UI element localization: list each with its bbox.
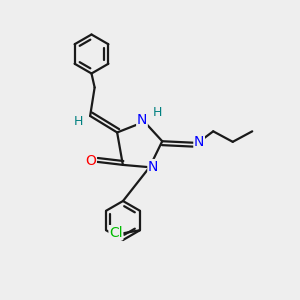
Text: N: N — [148, 160, 158, 174]
Text: H: H — [74, 115, 83, 128]
Text: N: N — [194, 135, 204, 149]
Text: Cl: Cl — [109, 226, 123, 240]
Text: H: H — [152, 106, 162, 119]
Text: O: O — [85, 154, 96, 168]
Text: N: N — [137, 113, 147, 127]
